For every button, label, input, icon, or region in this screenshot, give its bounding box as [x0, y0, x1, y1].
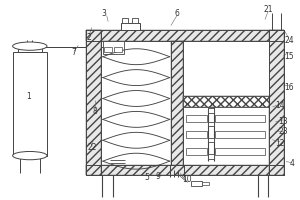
Bar: [215, 131, 265, 138]
Text: 23: 23: [278, 127, 288, 136]
Text: 4: 4: [290, 159, 294, 168]
Text: 1: 1: [27, 92, 32, 101]
Bar: [122, 18, 128, 23]
Bar: [190, 181, 202, 186]
Bar: [186, 148, 207, 155]
Bar: [86, 30, 284, 41]
Text: 24: 24: [284, 36, 294, 45]
Ellipse shape: [13, 42, 47, 50]
Text: 22: 22: [87, 143, 97, 152]
Bar: [182, 96, 269, 107]
Bar: [132, 18, 138, 23]
Text: 12: 12: [275, 139, 285, 148]
Bar: [215, 148, 265, 155]
Bar: [208, 122, 214, 126]
Bar: [208, 154, 214, 159]
Bar: [101, 41, 269, 165]
Bar: [208, 108, 214, 113]
Ellipse shape: [13, 151, 47, 160]
Bar: [104, 47, 112, 52]
Bar: [121, 23, 140, 30]
Bar: [186, 115, 207, 122]
Bar: [269, 30, 284, 175]
Bar: [186, 131, 207, 138]
Bar: [86, 30, 284, 41]
Text: 8: 8: [92, 107, 97, 116]
Text: 13: 13: [278, 117, 288, 126]
Bar: [215, 115, 265, 122]
Bar: [13, 52, 47, 156]
Text: 16: 16: [284, 83, 294, 92]
Bar: [269, 30, 284, 175]
Text: 21: 21: [263, 5, 273, 14]
Text: 3: 3: [101, 9, 106, 18]
Text: 5: 5: [145, 173, 149, 182]
Bar: [202, 182, 208, 185]
Bar: [86, 165, 284, 175]
Bar: [86, 30, 101, 175]
Text: 14: 14: [275, 101, 285, 110]
Bar: [171, 41, 182, 165]
Bar: [182, 96, 269, 107]
Bar: [182, 41, 269, 105]
Bar: [208, 138, 214, 142]
Text: 7: 7: [71, 48, 76, 57]
Text: 2: 2: [86, 33, 91, 42]
Bar: [86, 30, 101, 175]
Bar: [171, 41, 182, 165]
Text: 9: 9: [155, 172, 160, 181]
Text: 6: 6: [174, 9, 179, 18]
Text: 15: 15: [284, 52, 294, 61]
Text: 10: 10: [182, 175, 192, 184]
Bar: [86, 165, 284, 175]
Bar: [103, 41, 124, 54]
Bar: [114, 47, 122, 52]
Bar: [18, 46, 42, 52]
